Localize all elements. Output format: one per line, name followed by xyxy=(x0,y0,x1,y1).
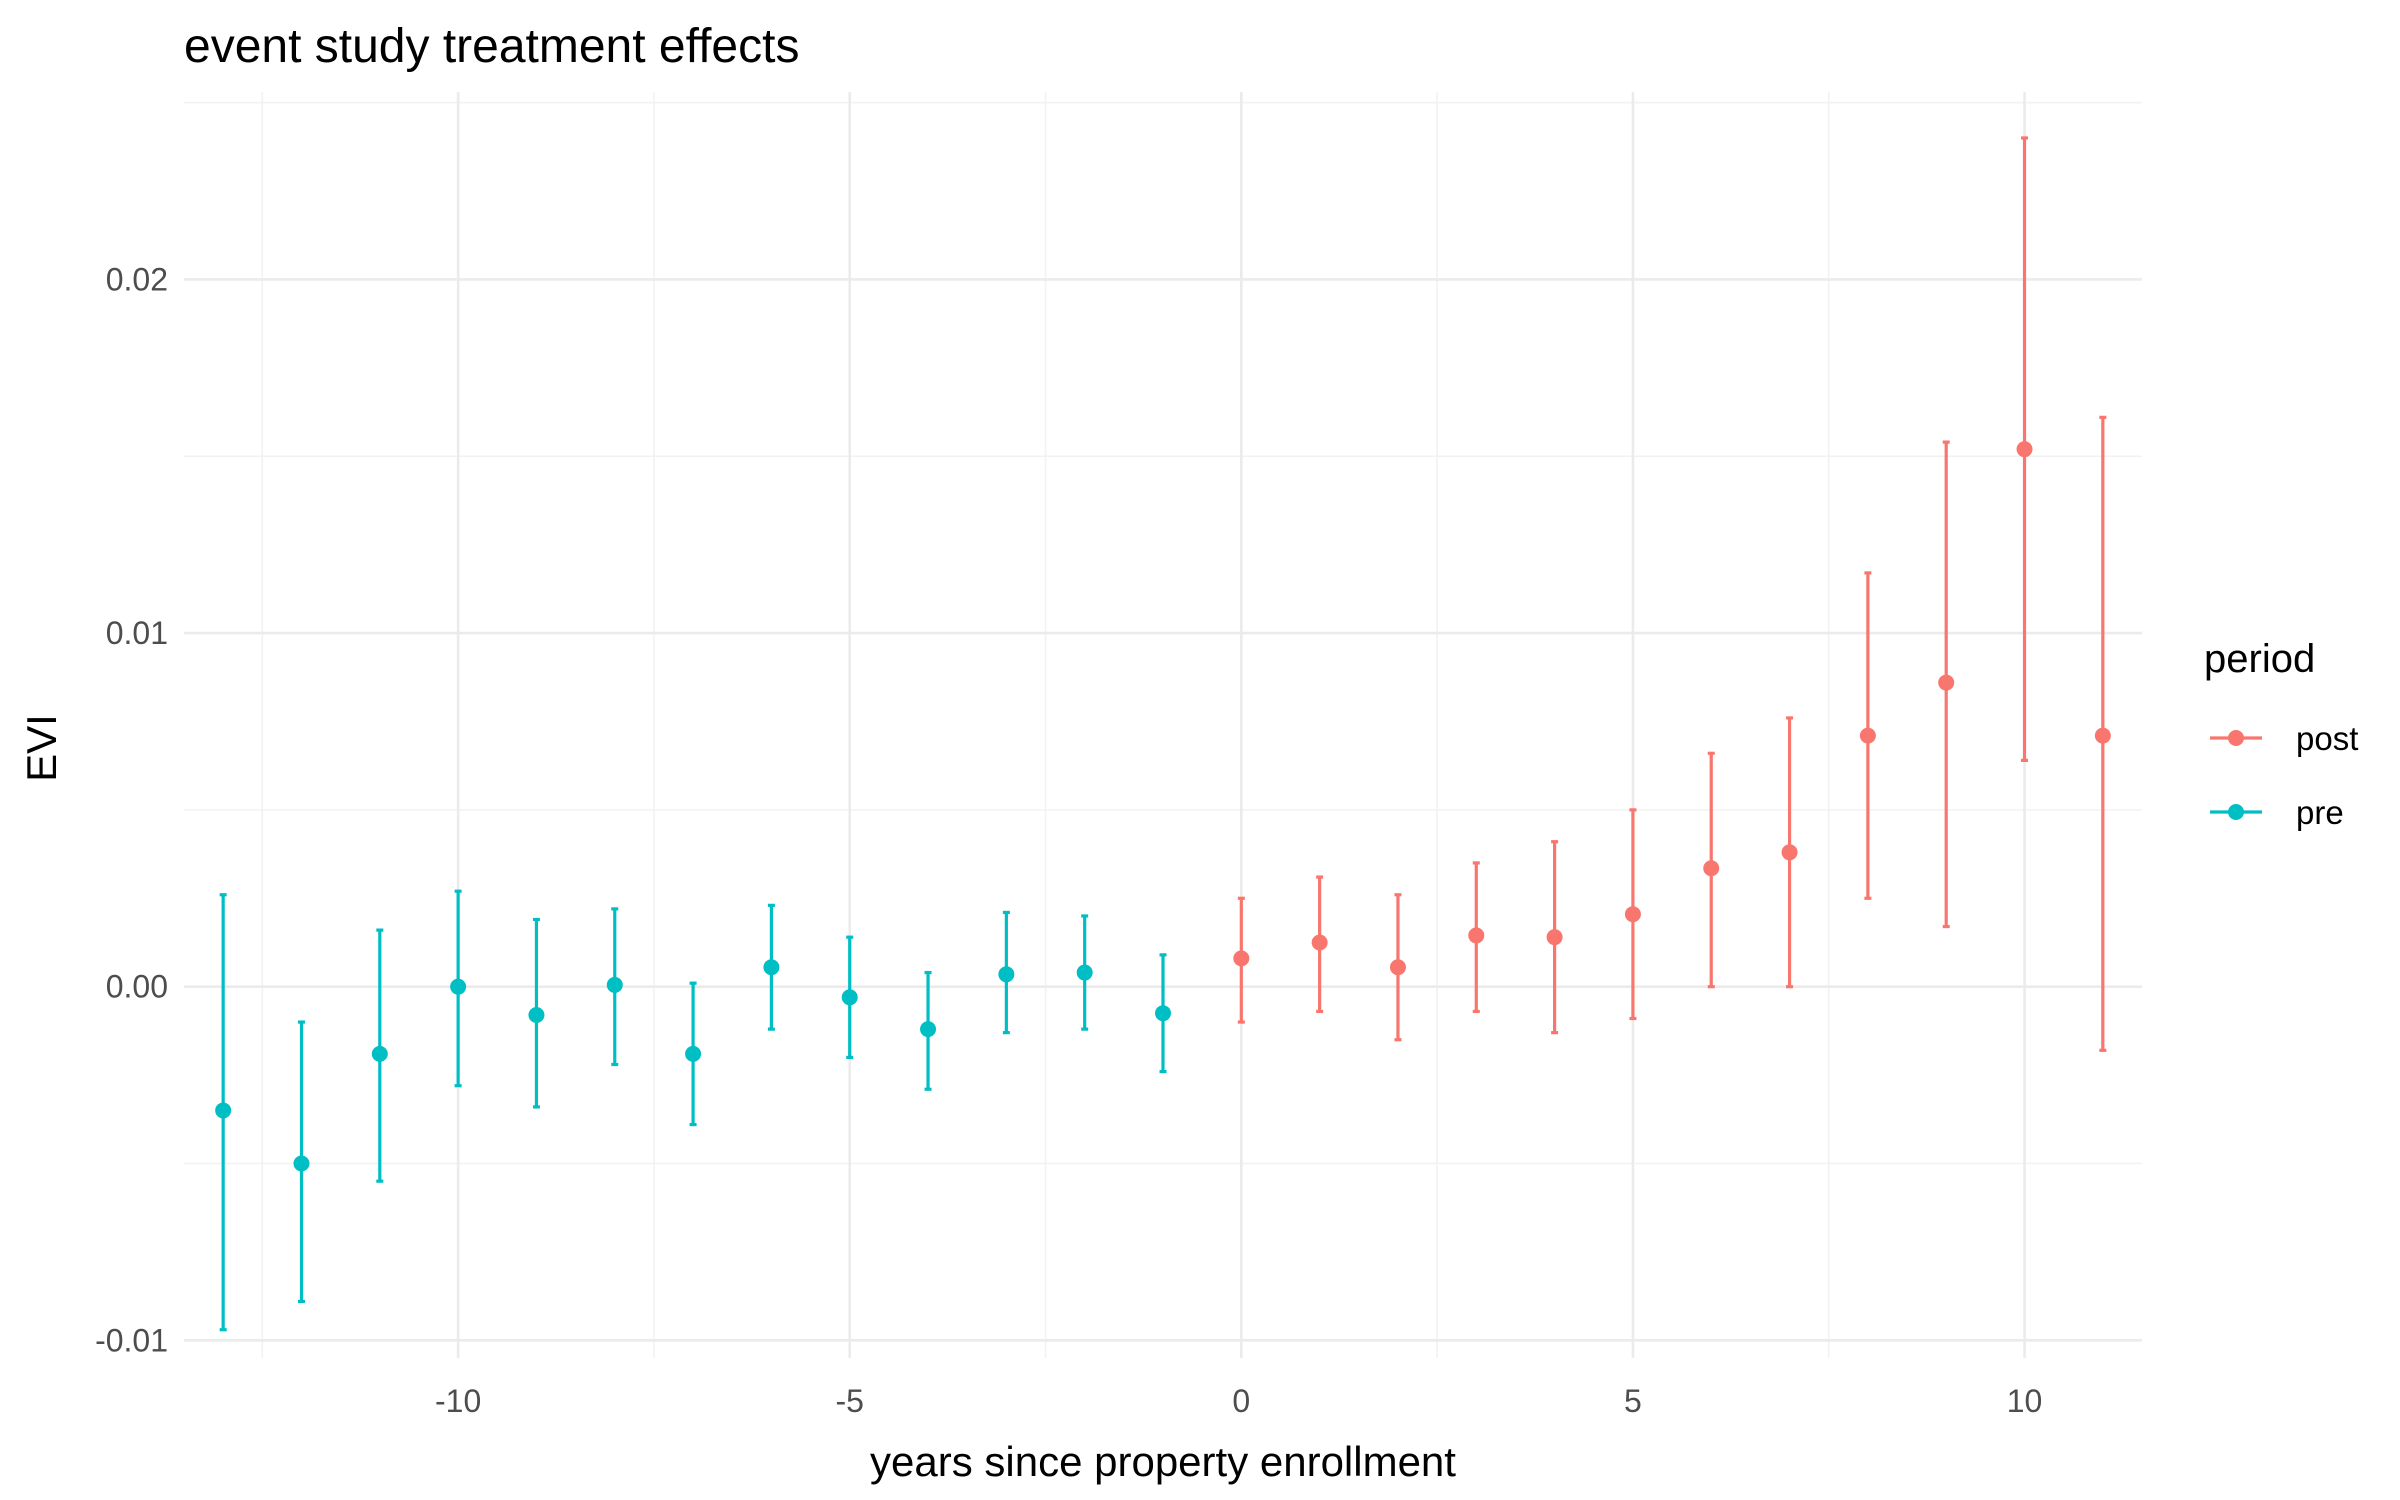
legend-entry-post: post xyxy=(2210,720,2358,757)
x-tick-label: -5 xyxy=(835,1383,863,1419)
y-tick-label: 0.01 xyxy=(106,615,168,651)
legend-entry-pre: pre xyxy=(2210,794,2344,831)
data-point xyxy=(1155,1005,1171,1022)
chart-title: event study treatment effects xyxy=(184,20,799,73)
y-tick-label: 0.02 xyxy=(106,261,168,297)
data-point xyxy=(2016,441,2033,458)
y-tick-label: 0.00 xyxy=(106,969,168,1005)
data-point xyxy=(1781,844,1798,861)
data-point xyxy=(763,959,780,976)
data-point xyxy=(1703,860,1720,877)
legend: period post pre xyxy=(2204,637,2358,831)
data-point xyxy=(1311,934,1328,951)
legend-key-point xyxy=(2228,730,2244,746)
y-tick-label: -0.01 xyxy=(95,1322,168,1358)
series-post xyxy=(1233,136,2111,1052)
data-point xyxy=(215,1102,232,1119)
data-point xyxy=(606,976,623,993)
data-point xyxy=(685,1045,702,1062)
data-point xyxy=(1468,927,1485,944)
data-point xyxy=(1859,727,1876,744)
data-point xyxy=(1624,906,1641,923)
data-point xyxy=(528,1006,545,1023)
data-point xyxy=(920,1021,937,1038)
data-point xyxy=(1938,674,1955,691)
data-marks xyxy=(215,136,2111,1332)
y-axis-title: EVI xyxy=(18,714,65,782)
data-point xyxy=(371,1045,388,1062)
plot-grid xyxy=(184,92,2142,1358)
x-axis-ticks: -10 -5 0 5 10 xyxy=(435,1383,2042,1419)
legend-key-point xyxy=(2228,804,2244,820)
data-point xyxy=(450,978,467,995)
x-axis-title: years since property enrollment xyxy=(870,1438,1456,1485)
y-axis-ticks: -0.01 0.00 0.01 0.02 xyxy=(95,261,168,1358)
data-point xyxy=(1233,950,1250,967)
x-tick-label: 0 xyxy=(1232,1383,1250,1419)
data-point xyxy=(1389,959,1406,976)
data-point xyxy=(2094,727,2111,744)
data-point xyxy=(998,966,1015,983)
legend-label: pre xyxy=(2296,794,2344,831)
data-point xyxy=(1546,929,1563,946)
data-point xyxy=(841,989,858,1006)
series-pre xyxy=(215,889,1171,1332)
legend-label: post xyxy=(2296,720,2358,757)
x-tick-label: 5 xyxy=(1624,1383,1642,1419)
data-point xyxy=(1076,964,1093,981)
data-point xyxy=(293,1155,310,1172)
x-tick-label: -10 xyxy=(435,1383,481,1419)
legend-entries: post pre xyxy=(2210,720,2358,831)
x-tick-label: 10 xyxy=(2007,1383,2043,1419)
legend-title: period xyxy=(2204,637,2315,681)
